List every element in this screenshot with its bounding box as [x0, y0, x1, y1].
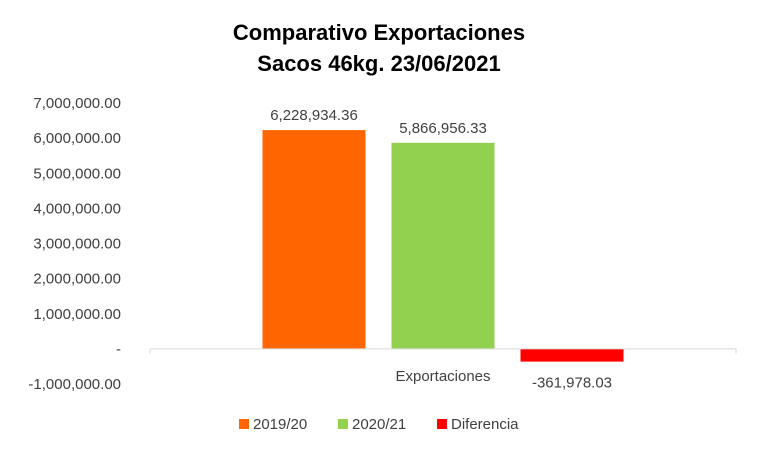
chart-title-line-1: Comparativo Exportaciones	[233, 20, 525, 45]
legend-item-label: Diferencia	[451, 416, 519, 433]
bar-2019-20	[262, 130, 366, 349]
y-tick-label: 5,000,000.00	[33, 165, 121, 182]
data-label: 5,866,956.33	[399, 120, 487, 137]
bars	[262, 130, 624, 362]
legend-item-label: 2020/21	[352, 416, 406, 433]
y-tick-label: 7,000,000.00	[33, 95, 121, 112]
legend-swatch	[239, 419, 249, 429]
bar-diferencia	[520, 348, 624, 362]
y-tick-label: 3,000,000.00	[33, 236, 121, 253]
data-labels: 6,228,934.36 5,866,956.33 -361,978.03	[270, 107, 612, 392]
data-label: -361,978.03	[532, 375, 612, 392]
y-tick-label: -1,000,000.00	[28, 376, 121, 393]
chart-title-line-2: Sacos 46kg. 23/06/2021	[257, 51, 500, 76]
legend-swatch	[437, 419, 447, 429]
category-labels: Exportaciones	[395, 368, 490, 385]
y-tick-label: 1,000,000.00	[33, 306, 121, 323]
y-tick-label: 2,000,000.00	[33, 271, 121, 288]
x-axis	[149, 348, 737, 354]
y-tick-label: 4,000,000.00	[33, 200, 121, 217]
data-label: 6,228,934.36	[270, 107, 358, 124]
legend: 2019/20 2020/21 Diferencia	[239, 416, 519, 433]
y-axis-labels: 7,000,000.00 6,000,000.00 5,000,000.00 4,00…	[28, 95, 121, 393]
y-tick-label: 6,000,000.00	[33, 130, 121, 147]
category-label: Exportaciones	[395, 368, 490, 385]
y-tick-label: -	[116, 341, 121, 358]
legend-item-label: 2019/20	[253, 416, 307, 433]
bar-2020-21	[391, 142, 495, 349]
legend-swatch	[338, 419, 348, 429]
